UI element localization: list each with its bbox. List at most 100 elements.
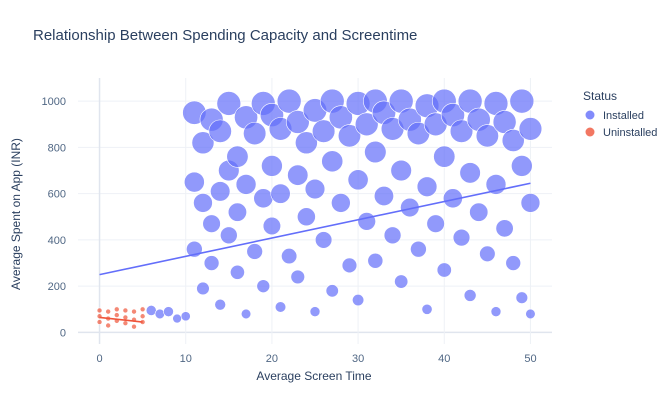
data-point [515, 291, 529, 304]
data-point [321, 150, 344, 173]
data-point [105, 322, 111, 329]
data-point [202, 214, 221, 233]
x-tick-label: 40 [438, 353, 450, 365]
data-point [490, 306, 502, 317]
data-point [337, 124, 361, 148]
data-point [113, 306, 120, 313]
data-point [325, 284, 339, 298]
data-point [105, 308, 111, 315]
y-tick-label: 1000 [42, 96, 66, 108]
legend-title: Status [583, 89, 617, 103]
data-point [220, 226, 238, 245]
data-point [410, 240, 427, 258]
data-point [520, 193, 541, 213]
data-point [452, 228, 471, 247]
data-point [243, 121, 267, 146]
legend-marker [585, 110, 595, 120]
data-point [203, 255, 220, 271]
data-point [276, 88, 302, 114]
x-tick-label: 0 [96, 353, 102, 365]
data-point [131, 308, 137, 315]
data-point [357, 212, 376, 231]
trendline [99, 182, 531, 276]
data-point [226, 145, 249, 168]
chart-title: Relationship Between Spending Capacity a… [33, 27, 417, 44]
data-point [495, 219, 514, 238]
data-point [367, 252, 384, 269]
data-point [475, 124, 499, 148]
data-point [449, 119, 474, 143]
data-point [193, 193, 213, 213]
data-point [246, 243, 263, 260]
data-point [426, 214, 445, 233]
data-point [281, 248, 298, 265]
data-point [341, 257, 358, 274]
legend-label: Installed [603, 110, 644, 122]
data-point [436, 262, 452, 278]
y-axis-title: Average Spent on App (INR) [9, 138, 23, 290]
data-point [172, 313, 182, 324]
y-tick-label: 200 [48, 281, 66, 293]
data-point [505, 255, 521, 271]
data-point [290, 269, 305, 285]
legend-marker [585, 127, 595, 137]
y-axis-ticks: 0 200 400 600 800 1000 [42, 96, 66, 339]
data-point [262, 216, 281, 236]
data-point [314, 231, 333, 249]
data-point [183, 171, 205, 193]
data-point [304, 178, 326, 200]
data-point [122, 307, 129, 314]
data-point [113, 312, 120, 318]
data-point [256, 279, 271, 293]
data-point [297, 207, 316, 227]
data-point [311, 119, 336, 143]
data-point [96, 307, 103, 314]
data-point [352, 294, 365, 307]
data-point [154, 308, 166, 320]
data-point [390, 159, 412, 182]
data-point [253, 188, 274, 209]
data-point [511, 155, 533, 177]
data-point [347, 169, 369, 191]
data-point [214, 298, 226, 311]
data-point [287, 164, 309, 186]
legend[interactable]: Status Installed Uninstalled [583, 89, 657, 139]
x-axis-ticks: 0 10 20 30 40 50 [96, 353, 536, 365]
data-point [235, 174, 257, 195]
data-point [96, 319, 103, 325]
data-point [479, 245, 496, 262]
data-point [525, 308, 536, 320]
data-point [240, 308, 252, 320]
trendlines [99, 182, 531, 323]
y-tick-label: 0 [60, 327, 66, 339]
data-point [196, 281, 210, 296]
data-point [295, 131, 318, 155]
data-point [230, 264, 245, 280]
data-point [509, 88, 535, 114]
data-point [261, 155, 283, 177]
data-point [163, 306, 174, 317]
data-point [373, 185, 394, 206]
data-point [354, 112, 379, 137]
data-point [416, 176, 438, 197]
data-point [501, 129, 525, 152]
data-point [433, 145, 456, 168]
trendline [99, 316, 143, 323]
x-tick-label: 50 [524, 353, 536, 365]
data-point [331, 193, 351, 213]
data-point [469, 202, 489, 222]
data-point [180, 311, 191, 322]
data-point [216, 91, 242, 116]
data-point [383, 226, 402, 245]
data-point [139, 306, 146, 313]
data-point [139, 313, 146, 320]
data-point [274, 301, 287, 313]
data-point [285, 110, 310, 134]
data-point [518, 117, 543, 141]
x-tick-label: 10 [180, 353, 192, 365]
data-point [364, 140, 387, 164]
x-tick-label: 20 [266, 353, 278, 365]
data-point [227, 202, 247, 222]
data-point [131, 323, 137, 330]
